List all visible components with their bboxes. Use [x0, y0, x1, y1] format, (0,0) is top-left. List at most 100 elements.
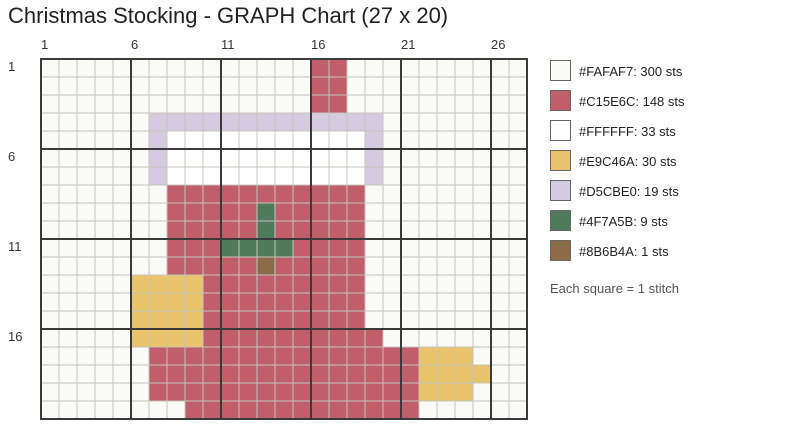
stitch-cell [311, 329, 329, 347]
stitch-cell [257, 401, 275, 419]
stitch-cell [167, 401, 185, 419]
stitch-cell [293, 401, 311, 419]
stitch-cell [365, 329, 383, 347]
stitch-cell [59, 257, 77, 275]
stitch-cell [221, 95, 239, 113]
stitch-cell [365, 203, 383, 221]
stitch-cell [347, 167, 365, 185]
stitch-cell [59, 149, 77, 167]
stitch-cell [491, 131, 509, 149]
stitch-cell [149, 311, 167, 329]
legend-item: #C15E6C: 148 sts [550, 90, 790, 114]
stitch-cell [167, 77, 185, 95]
column-label: 16 [311, 37, 326, 52]
stitch-cell [329, 149, 347, 167]
stitch-cell [41, 221, 59, 239]
stitch-cell [491, 293, 509, 311]
stitch-cell [509, 239, 527, 257]
stitch-cell [149, 239, 167, 257]
stitch-cell [293, 77, 311, 95]
stitch-cell [329, 239, 347, 257]
stitch-cell [59, 59, 77, 77]
stitch-cell [419, 239, 437, 257]
stitch-cell [329, 275, 347, 293]
stitch-cell [329, 401, 347, 419]
stitch-cell [257, 257, 275, 275]
stitch-cell [491, 221, 509, 239]
stitch-cell [347, 131, 365, 149]
stitch-cell [41, 275, 59, 293]
stitch-cell [221, 113, 239, 131]
stitch-cell [149, 95, 167, 113]
stitch-cell [95, 311, 113, 329]
stitch-cell [257, 221, 275, 239]
stitch-cell [221, 257, 239, 275]
stitch-cell [455, 167, 473, 185]
row-label: 16 [8, 329, 23, 344]
stitch-cell [95, 239, 113, 257]
stitch-cell [239, 365, 257, 383]
stitch-cell [293, 365, 311, 383]
legend-item: #E9C46A: 30 sts [550, 150, 790, 174]
stitch-cell [491, 311, 509, 329]
stitch-cell [239, 383, 257, 401]
stitch-cell [131, 311, 149, 329]
stitch-cell [329, 221, 347, 239]
stitch-cell [401, 77, 419, 95]
stitch-cell [77, 239, 95, 257]
stitch-cell [239, 113, 257, 131]
stitch-cell [41, 257, 59, 275]
stitch-cell [329, 203, 347, 221]
stitch-cell [185, 383, 203, 401]
stitch-cell [113, 401, 131, 419]
legend-swatch [550, 150, 571, 171]
stitch-cell [221, 311, 239, 329]
stitch-cell [509, 221, 527, 239]
stitch-cell [419, 329, 437, 347]
stitch-cell [239, 167, 257, 185]
stitch-cell [419, 131, 437, 149]
stitch-cell [149, 347, 167, 365]
stitch-cell [329, 95, 347, 113]
stitch-cell [311, 221, 329, 239]
stitch-cell [365, 293, 383, 311]
stitch-cell [509, 365, 527, 383]
stitch-cell [419, 275, 437, 293]
stitch-cell [293, 167, 311, 185]
stitch-cell [221, 365, 239, 383]
stitch-cell [257, 131, 275, 149]
stitch-cell [221, 347, 239, 365]
stitch-cell [167, 59, 185, 77]
column-label: 11 [221, 37, 235, 52]
stitch-cell [329, 347, 347, 365]
stitch-cell [59, 275, 77, 293]
stitch-cell [329, 383, 347, 401]
stitch-cell [257, 167, 275, 185]
stitch-cell [185, 347, 203, 365]
stitch-cell [185, 365, 203, 383]
stitch-cell [77, 221, 95, 239]
stitch-cell [401, 131, 419, 149]
stitch-cell [437, 95, 455, 113]
stitch-cell [77, 131, 95, 149]
stitch-cell [329, 167, 347, 185]
stitch-cell [311, 275, 329, 293]
stitch-cell [203, 311, 221, 329]
stitch-cell [347, 149, 365, 167]
stitch-cell [347, 365, 365, 383]
stitch-cell [473, 59, 491, 77]
stitch-cell [77, 401, 95, 419]
stitch-cell [239, 131, 257, 149]
stitch-cell [77, 59, 95, 77]
stitch-cell [401, 113, 419, 131]
stitch-cell [491, 365, 509, 383]
stitch-cell [419, 311, 437, 329]
stitch-cell [239, 185, 257, 203]
stitch-cell [239, 347, 257, 365]
stitch-cell [509, 311, 527, 329]
stitch-cell [311, 167, 329, 185]
stitch-cell [311, 257, 329, 275]
stitch-cell [149, 167, 167, 185]
stitch-cell [275, 95, 293, 113]
stitch-cell [95, 203, 113, 221]
